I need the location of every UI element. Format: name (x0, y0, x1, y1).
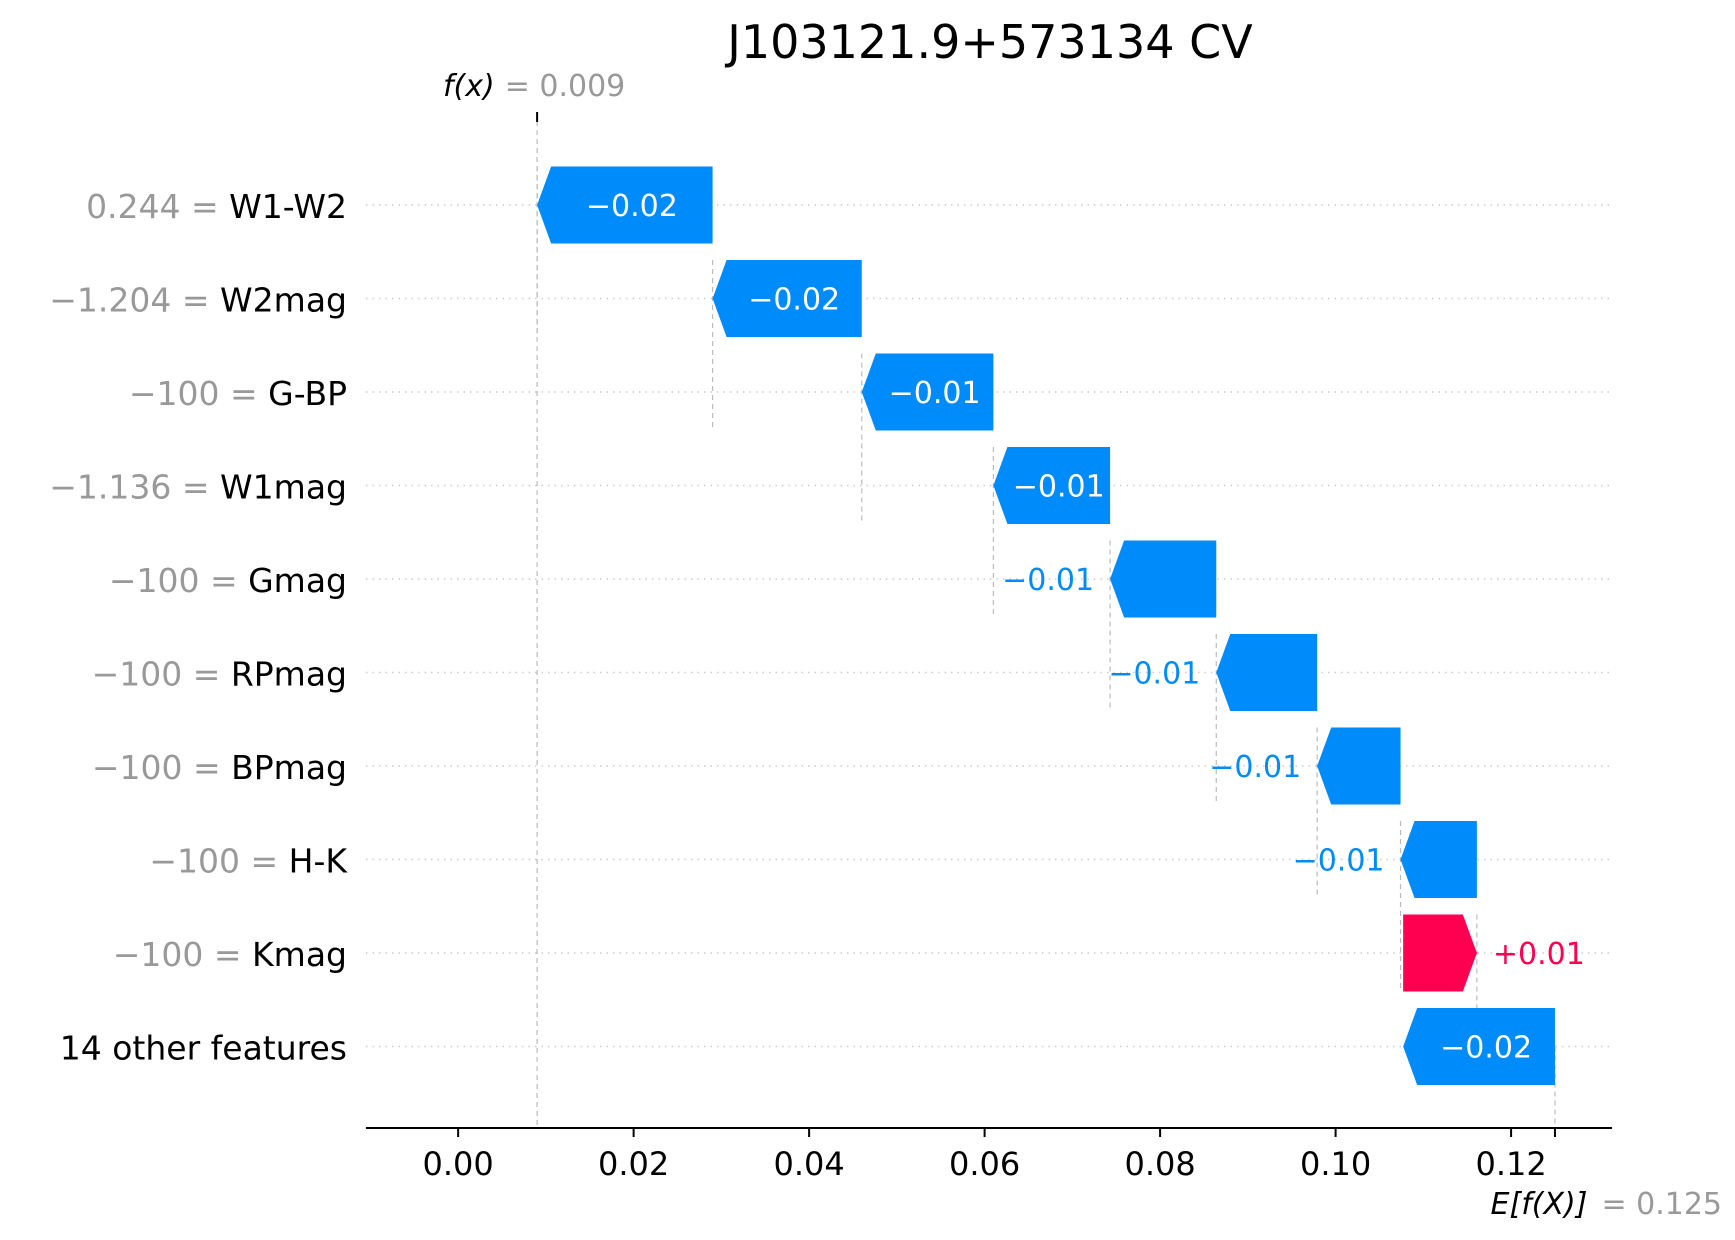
feature-name: H-K (289, 842, 349, 881)
fx-value: = 0.009 (505, 69, 626, 104)
feature-label: 0.244 = W1-W2 (86, 187, 347, 226)
negative-contribution-bar (861, 353, 994, 431)
feature-label: 14 other features (60, 1029, 347, 1068)
negative-contribution-bar (1403, 1008, 1555, 1085)
feature-name: W2mag (220, 281, 347, 320)
feature-value: 0.244 = (86, 187, 229, 226)
feature-label: −100 = G-BP (129, 374, 347, 413)
negative-contribution-bar (1216, 634, 1318, 711)
negative-contribution-bar (712, 260, 862, 337)
feature-name: G-BP (268, 374, 347, 413)
bar-value-label: −0.02 (1440, 1031, 1532, 1066)
bar-value-label: −0.02 (586, 189, 678, 224)
labels-layer: f(x) = 0.009 −0.02 0.244 = W1-W2 −0.02 −1.204… (49, 69, 1722, 1222)
positive-contribution-bar (1403, 914, 1477, 992)
x-tick-label: 0.12 (1475, 1145, 1546, 1183)
x-tick-label: 0.04 (773, 1145, 844, 1183)
negative-contribution-bar (1110, 540, 1217, 618)
bar-value-label: −0.01 (1209, 750, 1301, 785)
feature-value: −1.204 = (49, 281, 220, 320)
efx-label: E[f(X)] (1491, 1187, 1588, 1222)
bar-value-label: −0.01 (889, 376, 981, 411)
efx-value: = 0.125 (1601, 1187, 1722, 1222)
feature-value: −100 = (129, 374, 268, 413)
feature-name: W1mag (220, 468, 347, 507)
feature-label: −100 = BPmag (92, 748, 347, 787)
bars-layer (537, 166, 1555, 1085)
x-axis: 0.00 0.02 0.04 0.06 0.08 0.10 0.12 (366, 112, 1612, 1183)
feature-name: BPmag (231, 748, 347, 787)
feature-value: −100 = (149, 842, 288, 881)
feature-label: −1.204 = W2mag (49, 281, 347, 320)
feature-name: Kmag (252, 935, 347, 974)
negative-contribution-bar (1400, 821, 1477, 898)
bar-value-label: −0.01 (1108, 657, 1200, 692)
x-tick-label: 0.02 (598, 1145, 669, 1183)
x-tick-label: 0.00 (423, 1145, 494, 1183)
negative-contribution-bar (537, 166, 713, 244)
feature-label: −100 = H-K (149, 842, 348, 881)
grid-layer (366, 112, 1610, 1128)
feature-label: −1.136 = W1mag (49, 468, 347, 507)
negative-contribution-bar (993, 447, 1111, 524)
efx-annotation: E[f(X)] = 0.125 (1491, 1187, 1722, 1222)
bar-value-label: +0.01 (1493, 937, 1585, 972)
feature-label: −100 = RPmag (92, 655, 347, 694)
feature-name: RPmag (231, 655, 347, 694)
bar-value-label: −0.02 (748, 283, 840, 318)
feature-value: −100 = (92, 748, 231, 787)
feature-value: −100 = (109, 561, 248, 600)
bar-value-label: −0.01 (1002, 563, 1094, 598)
feature-label: −100 = Gmag (109, 561, 347, 600)
feature-value: −100 = (92, 655, 231, 694)
bar-value-label: −0.01 (1013, 470, 1105, 505)
feature-name: 14 other features (60, 1029, 347, 1068)
x-tick-label: 0.06 (949, 1145, 1020, 1183)
fx-annotation: f(x) = 0.009 (443, 69, 625, 104)
x-tick-label: 0.08 (1124, 1145, 1195, 1183)
feature-name: Gmag (248, 561, 347, 600)
negative-contribution-bar (1317, 727, 1401, 805)
bar-value-label: −0.01 (1293, 844, 1385, 879)
feature-label: −100 = Kmag (113, 935, 347, 974)
feature-value: −100 = (113, 935, 252, 974)
x-tick-label: 0.10 (1300, 1145, 1371, 1183)
feature-name: W1-W2 (229, 187, 347, 226)
feature-value: −1.136 = (49, 468, 220, 507)
fx-label: f(x) (443, 69, 495, 104)
chart-title: J103121.9+573134 CV (724, 15, 1253, 69)
